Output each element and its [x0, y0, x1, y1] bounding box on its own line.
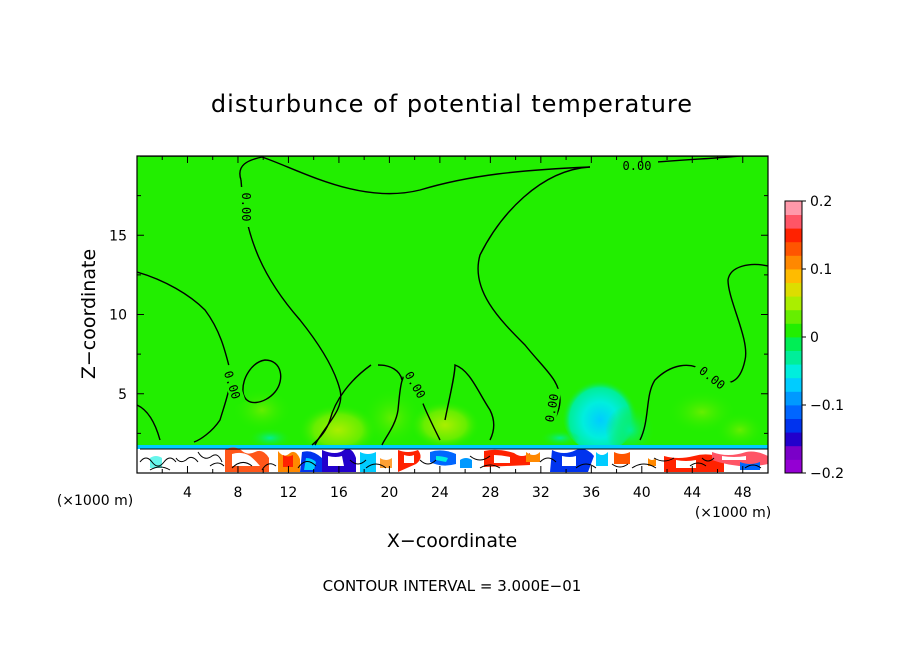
- contour-lines: [137, 156, 768, 446]
- warm-anomaly: [410, 401, 480, 449]
- colorbar-swatch: [785, 228, 802, 243]
- colorbar-swatch: [785, 309, 802, 324]
- warm-anomaly: [232, 388, 292, 432]
- x-tick-label: 48: [734, 485, 752, 501]
- x-unit-right: (×1000 m): [695, 505, 771, 521]
- x-tick-label: 16: [330, 485, 348, 501]
- x-tick-label: 44: [683, 485, 701, 501]
- plot-area: 0.00 0.00 0.00 0.00 0.00 0.00: [137, 156, 768, 473]
- colorbar-swatch: [785, 405, 802, 419]
- colorbar-swatch: [785, 337, 802, 351]
- cool-anomaly: [605, 405, 655, 455]
- x-axis-label: X−coordinate: [387, 530, 517, 552]
- x-tick-label: 20: [380, 485, 398, 501]
- colorbar-tick-label: 0.2: [810, 194, 832, 210]
- contour-label: 0.00: [239, 193, 253, 222]
- y-axis: 5 10 15: [109, 195, 768, 434]
- x-tick-label: 32: [532, 485, 550, 501]
- warm-anomaly: [362, 388, 422, 448]
- colorbar-swatch: [785, 296, 802, 311]
- anomaly-layer: [232, 372, 765, 456]
- warm-anomaly: [715, 412, 765, 448]
- x-tick-label: 24: [431, 485, 449, 501]
- colorbar-swatch: [785, 364, 802, 379]
- colorbar-swatch: [785, 445, 802, 460]
- colorbar-swatch: [785, 241, 802, 256]
- colorbar-swatch: [785, 269, 802, 283]
- x-tick-label: 36: [582, 485, 600, 501]
- colorbar: 0.2 0.1 0 −0.1 −0.2: [784, 194, 844, 482]
- colorbar-tick-label: −0.2: [810, 466, 844, 482]
- cool-anomaly: [540, 430, 580, 446]
- contour-label: 0.00: [623, 159, 652, 173]
- x-tick-label: 4: [183, 485, 192, 501]
- y-tick-label: 5: [118, 387, 127, 403]
- x-tick-label: 28: [481, 485, 499, 501]
- colorbar-swatch: [785, 255, 802, 270]
- colorbar-swatch: [785, 350, 802, 365]
- colorbar-swatch: [785, 459, 802, 474]
- colorbar-swatch: [785, 323, 802, 338]
- contour-label: 0.00: [543, 393, 562, 424]
- y-tick-label: 10: [109, 308, 127, 324]
- colorbar-swatch: [785, 377, 802, 392]
- cool-anomaly: [248, 428, 292, 448]
- colorbar-swatch: [785, 282, 802, 297]
- boundary-layer-band: [137, 445, 768, 473]
- x-axis: 4 8 12 16 20 24 28 32 36 40 44 48: [161, 156, 752, 501]
- colorbar-swatch: [785, 201, 802, 215]
- x-tick-label: 8: [233, 485, 242, 501]
- chart-title: disturbunce of potential temperature: [211, 90, 693, 118]
- colorbar-swatch: [785, 432, 802, 447]
- colorbar-swatch: [785, 391, 802, 406]
- colorbar-tick-label: −0.1: [810, 398, 844, 414]
- y-tick-label: 15: [109, 228, 127, 244]
- colorbar-tick-label: 0.1: [810, 262, 832, 278]
- colorbar-swatch: [785, 214, 802, 229]
- x-tick-label: 40: [633, 485, 651, 501]
- y-axis-label: Z−coordinate: [78, 249, 100, 379]
- colorbar-swatch: [785, 418, 802, 433]
- warm-anomaly: [298, 404, 378, 456]
- x-tick-label: 12: [280, 485, 298, 501]
- contour-interval-text: CONTOUR INTERVAL = 3.000E−01: [323, 577, 582, 595]
- x-unit-left: (×1000 m): [57, 493, 133, 509]
- colorbar-tick-label: 0: [810, 330, 819, 346]
